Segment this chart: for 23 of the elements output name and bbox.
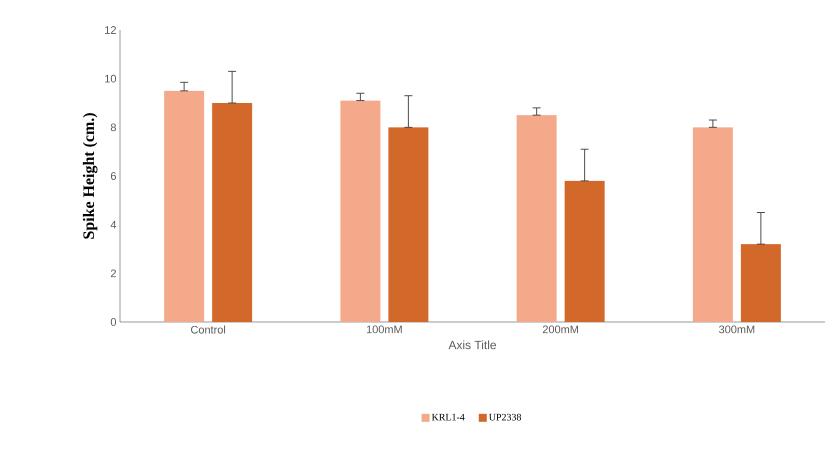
- legend-label: UP2338: [488, 414, 522, 421]
- y-tick-label: 0: [110, 318, 116, 326]
- bar: [164, 90, 204, 322]
- bar: [740, 244, 781, 322]
- y-tick-label: 6: [110, 172, 116, 180]
- x-tick-label: 300mM: [719, 326, 754, 334]
- x-tick-label: 200mM: [542, 326, 578, 334]
- y-axis-title: Spike Height (cm.): [82, 113, 98, 239]
- x-tick-label: 100mM: [366, 326, 402, 334]
- y-tick-label: 8: [110, 123, 116, 132]
- bar: [516, 115, 557, 322]
- y-tick-label: 10: [105, 74, 116, 83]
- y-tick-label: 4: [110, 220, 116, 228]
- bar: [340, 100, 380, 322]
- legend-label: KRL1-4: [432, 414, 465, 420]
- x-tick-label: Control: [191, 326, 226, 334]
- bar: [564, 180, 605, 322]
- bar: [388, 127, 428, 322]
- bar: [692, 127, 733, 322]
- x-axis-title: Axis Title: [448, 340, 496, 350]
- bar: [212, 102, 252, 322]
- y-tick-label: 12: [105, 26, 116, 34]
- y-tick-label: 2: [110, 270, 116, 278]
